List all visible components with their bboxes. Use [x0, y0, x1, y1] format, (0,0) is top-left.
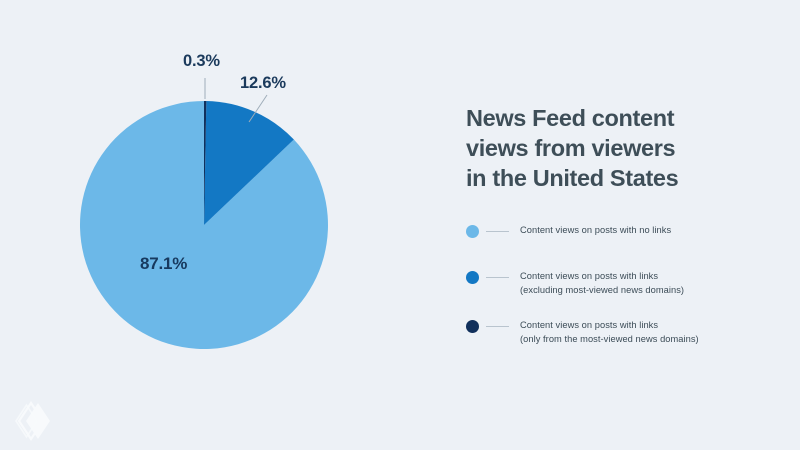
layered-diamond-logo-icon — [15, 401, 50, 441]
legend-item-links-excluding-news[interactable]: Content views on posts with links (exclu… — [466, 270, 800, 297]
legend-connector-line — [486, 326, 509, 327]
pie-slice-links-news-domains[interactable] — [204, 100, 207, 225]
pie-chart-svg — [79, 78, 328, 349]
chart-legend: Content views on posts with no links Con… — [466, 224, 800, 368]
pie-label-light: 87.1% — [140, 254, 188, 273]
legend-label-links-news-domains: Content views on posts with links (only … — [520, 319, 800, 346]
chart-title: News Feed content views from viewers in … — [466, 103, 766, 193]
legend-label-line-1: Content views on posts with no links — [520, 225, 672, 235]
legend-label-links-excluding-news: Content views on posts with links (exclu… — [520, 270, 800, 297]
pie-label-navy: 0.3% — [183, 52, 220, 70]
legend-connector-line — [486, 277, 509, 278]
legend-label-line-1: Content views on posts with links — [520, 320, 659, 330]
chart-title-line-1: News Feed content — [466, 105, 675, 131]
chart-title-line-2: views from viewers — [466, 135, 676, 161]
legend-connector-line — [486, 231, 509, 232]
legend-swatch-icon — [466, 225, 479, 238]
legend-swatch-icon — [466, 320, 479, 333]
pie-chart-panel: 0.3% 12.6% 87.1% — [79, 52, 328, 349]
legend-label-line-1: Content views on posts with links — [520, 271, 659, 281]
pie-slice-links-excluding-news[interactable] — [204, 101, 294, 225]
legend-swatch-icon — [466, 271, 479, 284]
legend-label-line-2: (excluding most-viewed news domains) — [520, 284, 685, 295]
legend-item-no-links[interactable]: Content views on posts with no links — [466, 224, 800, 248]
pie-label-medium: 12.6% — [240, 74, 286, 92]
leader-line-medium — [248, 94, 268, 123]
chart-title-line-3: in the United States — [466, 165, 679, 191]
pie-slice-no-links[interactable] — [79, 101, 328, 349]
legend-label-no-links: Content views on posts with no links — [520, 224, 800, 238]
legend-label-line-2: (only from the most-viewed news domains) — [520, 333, 699, 344]
info-panel: News Feed content views from viewers in … — [466, 0, 800, 450]
legend-item-links-news-domains[interactable]: Content views on posts with links (only … — [466, 319, 800, 346]
